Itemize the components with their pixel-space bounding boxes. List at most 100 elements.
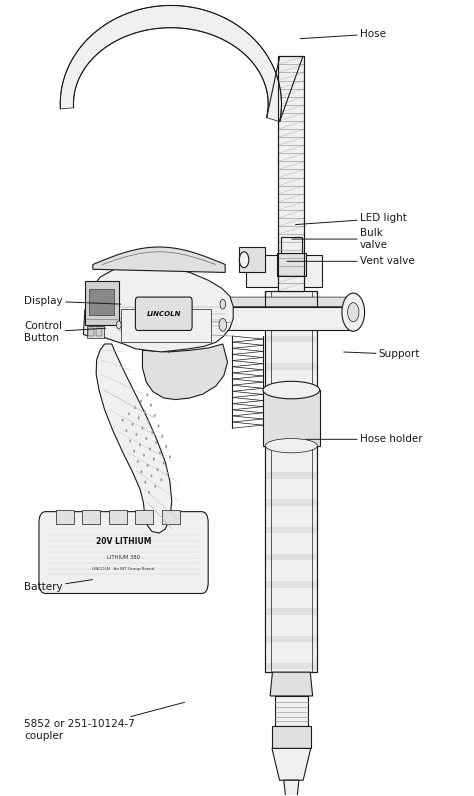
Bar [281, 236, 302, 252]
Bar [265, 295, 318, 302]
Text: LED light: LED light [295, 213, 407, 224]
Bar [162, 510, 180, 525]
Circle shape [342, 293, 365, 331]
Bar [85, 281, 119, 325]
Circle shape [169, 455, 171, 458]
FancyBboxPatch shape [136, 297, 192, 330]
Circle shape [220, 299, 226, 309]
Circle shape [155, 441, 157, 444]
Circle shape [161, 435, 163, 438]
Ellipse shape [263, 381, 319, 399]
Bar [265, 650, 318, 656]
Bar [265, 663, 318, 669]
Circle shape [134, 406, 136, 409]
Bar [265, 377, 318, 383]
Bar [265, 391, 318, 397]
Circle shape [132, 423, 134, 426]
Circle shape [151, 474, 153, 478]
Polygon shape [156, 306, 350, 330]
Circle shape [160, 478, 162, 482]
Text: Hose: Hose [300, 29, 386, 39]
Polygon shape [150, 297, 168, 337]
Bar [82, 510, 100, 525]
Circle shape [142, 427, 144, 430]
Circle shape [150, 404, 152, 407]
Bar [265, 527, 318, 533]
Polygon shape [96, 344, 172, 533]
Text: 5852 or 251-10124-7
coupler: 5852 or 251-10124-7 coupler [24, 702, 185, 741]
Polygon shape [143, 344, 228, 400]
Bar [88, 328, 94, 336]
Circle shape [147, 464, 149, 467]
Bar [56, 510, 74, 525]
Polygon shape [93, 247, 225, 272]
Circle shape [143, 454, 145, 457]
Text: Vent valve: Vent valve [287, 256, 415, 267]
Bar [265, 499, 318, 505]
Text: Hose holder: Hose holder [306, 435, 422, 444]
Circle shape [144, 410, 146, 413]
Circle shape [122, 419, 124, 422]
Polygon shape [270, 672, 313, 696]
Bar [265, 472, 318, 478]
Bar [265, 595, 318, 601]
Polygon shape [246, 255, 322, 287]
Circle shape [153, 458, 155, 461]
Bar [265, 336, 318, 342]
Text: Bulk
valve: Bulk valve [292, 228, 388, 250]
Circle shape [166, 472, 168, 475]
Bar [265, 431, 318, 438]
Bar [265, 363, 318, 369]
Bar [265, 513, 318, 520]
Bar [265, 349, 318, 356]
Polygon shape [275, 696, 308, 726]
Text: LINCOLN   An IBT Group Brand: LINCOLN An IBT Group Brand [92, 568, 155, 572]
Bar [265, 404, 318, 411]
Bar [89, 289, 114, 315]
Polygon shape [60, 6, 282, 122]
Polygon shape [156, 297, 353, 306]
Bar [87, 326, 104, 338]
Circle shape [136, 433, 137, 436]
Bar [265, 636, 318, 642]
Bar [265, 622, 318, 628]
Bar [96, 328, 102, 336]
Circle shape [239, 252, 249, 267]
Circle shape [126, 429, 128, 432]
Circle shape [149, 447, 151, 451]
Circle shape [154, 414, 156, 417]
Bar [265, 458, 318, 465]
Bar [265, 322, 318, 329]
Circle shape [155, 485, 156, 488]
Circle shape [129, 439, 131, 443]
Polygon shape [263, 390, 319, 446]
Circle shape [165, 445, 167, 448]
Circle shape [152, 431, 154, 434]
Bar [265, 418, 318, 424]
Circle shape [146, 437, 147, 440]
Circle shape [159, 451, 161, 455]
Polygon shape [83, 264, 233, 352]
Text: 20V LITHIUM: 20V LITHIUM [96, 537, 151, 546]
Bar [265, 309, 318, 315]
Bar [121, 309, 211, 342]
Circle shape [128, 412, 130, 416]
Ellipse shape [265, 439, 318, 453]
Polygon shape [277, 252, 306, 276]
Polygon shape [239, 247, 265, 272]
Bar [265, 445, 318, 451]
Bar [265, 486, 318, 492]
Bar [265, 568, 318, 574]
Circle shape [148, 420, 150, 423]
Circle shape [138, 416, 140, 419]
Circle shape [148, 491, 150, 494]
Polygon shape [278, 57, 304, 291]
Circle shape [117, 321, 121, 329]
Circle shape [157, 424, 159, 427]
Polygon shape [272, 748, 311, 780]
Bar [265, 608, 318, 615]
Text: Support: Support [344, 349, 420, 359]
Circle shape [219, 318, 227, 331]
Circle shape [133, 450, 135, 453]
Text: LITHIUM 380: LITHIUM 380 [107, 555, 140, 560]
